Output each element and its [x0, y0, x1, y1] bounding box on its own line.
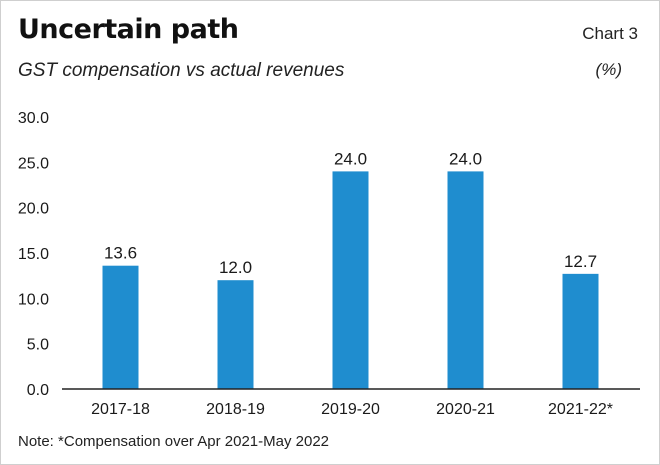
footnote: Note: *Compensation over Apr 2021-May 20…	[18, 433, 330, 450]
y-tick-label: 15.0	[18, 246, 49, 263]
y-tick-label: 20.0	[18, 201, 49, 218]
bar	[447, 171, 484, 389]
x-tick-label: 2018-19	[206, 401, 265, 418]
chart-title: Uncertain path	[18, 14, 239, 45]
unit-label: (%)	[595, 60, 622, 79]
data-label: 24.0	[449, 149, 482, 168]
y-tick-label: 25.0	[18, 155, 49, 172]
data-label: 12.0	[219, 258, 252, 277]
bar	[332, 171, 369, 389]
data-label: 13.6	[104, 244, 137, 263]
y-tick-label: 5.0	[27, 337, 49, 354]
data-label: 24.0	[334, 149, 367, 168]
x-tick-label: 2019-20	[321, 401, 380, 418]
data-label: 12.7	[564, 252, 597, 271]
bar	[562, 273, 599, 389]
y-tick-label: 10.0	[18, 291, 49, 308]
chart-subtitle: GST compensation vs actual revenues	[18, 60, 345, 81]
y-tick-label: 0.0	[27, 382, 49, 399]
x-tick-label: 2017-18	[91, 401, 150, 418]
y-tick-label: 30.0	[18, 110, 49, 127]
x-tick-label: 2021-22*	[548, 401, 613, 418]
chart-number: Chart 3	[582, 24, 638, 43]
bar	[217, 280, 254, 389]
x-tick-label: 2020-21	[436, 401, 495, 418]
bar	[102, 265, 139, 389]
